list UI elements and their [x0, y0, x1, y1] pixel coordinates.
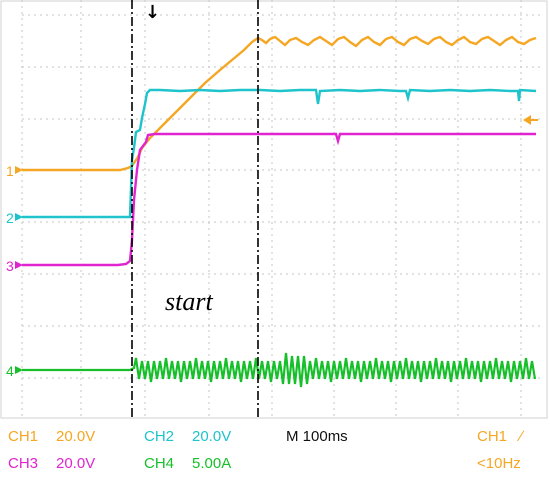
svg-text:3: 3 [6, 258, 14, 274]
ch2-trace [22, 88, 537, 219]
graticule-frame [0, 0, 548, 419]
svg-text:2: 2 [6, 210, 14, 226]
ch2-scale: 20.0V [192, 428, 231, 445]
ch3-label: CH3 [8, 455, 38, 472]
ch4-trace [22, 352, 537, 388]
ch3-marker: 3 [6, 258, 23, 274]
status-bar: CH1 20.0V CH2 20.0V M 100ms CH1 ∕ CH3 20… [8, 428, 525, 472]
ch2-marker: 2 [6, 210, 23, 226]
timebase: M 100ms [286, 428, 348, 445]
ch4-scale: 5.00A [192, 455, 231, 472]
trigger-level-marker [523, 115, 531, 125]
ch2-label: CH2 [144, 428, 174, 445]
trigger-slope-icon: ∕ [516, 428, 525, 445]
ch4-label: CH4 [144, 455, 174, 472]
trigger-position-marker: ↓ [145, 2, 160, 23]
trigger-frequency: <10Hz [477, 455, 521, 472]
svg-text:1: 1 [6, 163, 14, 179]
ch3-trace [22, 132, 536, 267]
graticule-grid [0, 0, 548, 419]
ch3-scale: 20.0V [56, 455, 95, 472]
ch1-trace [22, 35, 537, 172]
svg-text:4: 4 [6, 363, 14, 379]
ch1-label: CH1 [8, 428, 38, 445]
start-annotation: start [165, 287, 213, 316]
ch1-scale: 20.0V [56, 428, 95, 445]
trigger-source: CH1 [477, 428, 507, 445]
ch1-marker: 1 [6, 163, 23, 179]
ch4-marker: 4 [6, 363, 23, 379]
